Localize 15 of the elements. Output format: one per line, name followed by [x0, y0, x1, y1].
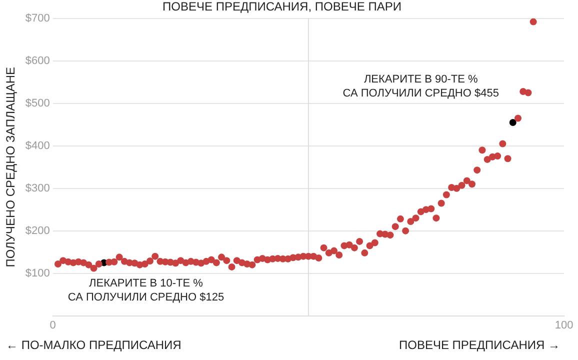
x-tick-label: 100 [554, 319, 574, 332]
y-tick-label: $200 [25, 224, 50, 237]
x-tick-label: 0 [50, 319, 56, 332]
annotation: ЛЕКАРИТЕ В 10-ТЕ % СА ПОЛУЧИЛИ СРЕДНО $125 [68, 278, 224, 304]
y-axis-title: ПОЛУЧЕНО СРЕДНО ЗАПЛАЩАНЕ [4, 66, 18, 268]
text: ПОВЕЧЕ ПРЕДПИСАНИЯ → [398, 338, 560, 352]
annotation: ЛЕКАРИТЕ В 90-ТЕ % СА ПОЛУЧИЛИ СРЕДНО $455 [342, 73, 499, 100]
y-tick-label: $400 [25, 140, 50, 152]
y-tick-label: $700 [25, 12, 50, 24]
text: ← ПО-МАЛКО ПРЕДПИСАНИЯ [6, 338, 182, 352]
y-tick-label: $300 [25, 182, 50, 194]
y-tick-label: $600 [25, 54, 50, 67]
y-tick-label: $500 [25, 97, 50, 110]
y-tick-label: $100 [25, 267, 50, 280]
chart-title: ПОВЕЧЕ ПРЕДПИСАНИЯ, ПОВЕЧЕ ПАРИ [162, 0, 402, 14]
